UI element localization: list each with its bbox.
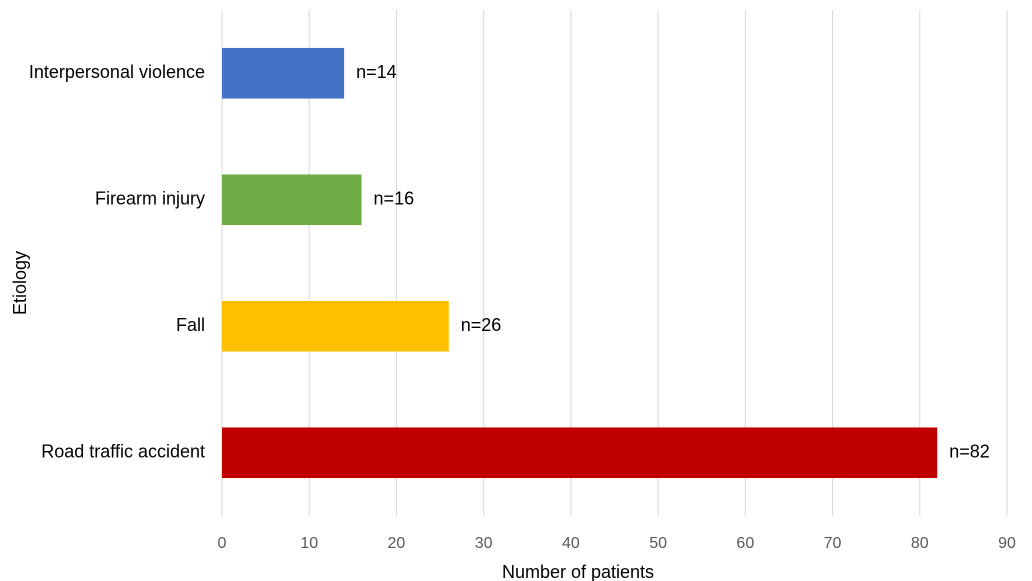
data-label: n=26: [461, 315, 502, 335]
y-axis-title: Etiology: [10, 251, 30, 315]
category-label: Road traffic accident: [41, 442, 205, 462]
category-labels: Interpersonal violence Firearm injury Fall…: [29, 62, 205, 462]
x-tick-label: 50: [649, 535, 667, 552]
x-tick-label: 40: [562, 535, 580, 552]
data-label: n=16: [374, 189, 415, 209]
x-tick-label: 20: [388, 535, 406, 552]
x-tick-label: 60: [736, 535, 754, 552]
category-label: Fall: [176, 315, 205, 335]
x-axis-title: Number of patients: [502, 562, 654, 581]
bar: [222, 300, 449, 352]
bar: [222, 47, 345, 99]
x-tick-label: 70: [824, 535, 842, 552]
data-label: n=82: [949, 442, 990, 462]
data-labels: n=14 n=16 n=26 n=82: [356, 62, 990, 462]
category-label: Firearm injury: [95, 189, 205, 209]
data-label: n=14: [356, 62, 397, 82]
bar: [222, 174, 362, 226]
x-tick-label: 30: [475, 535, 493, 552]
x-tick-label: 90: [998, 535, 1016, 552]
x-tick-labels: 0 10 20 30 40 50 60 70 80 90: [218, 535, 1016, 552]
bar: [222, 427, 938, 479]
x-tick-label: 80: [911, 535, 929, 552]
bars: [222, 47, 938, 479]
x-tick-label: 0: [218, 535, 227, 552]
x-tick-label: 10: [300, 535, 318, 552]
category-label: Interpersonal violence: [29, 62, 205, 82]
